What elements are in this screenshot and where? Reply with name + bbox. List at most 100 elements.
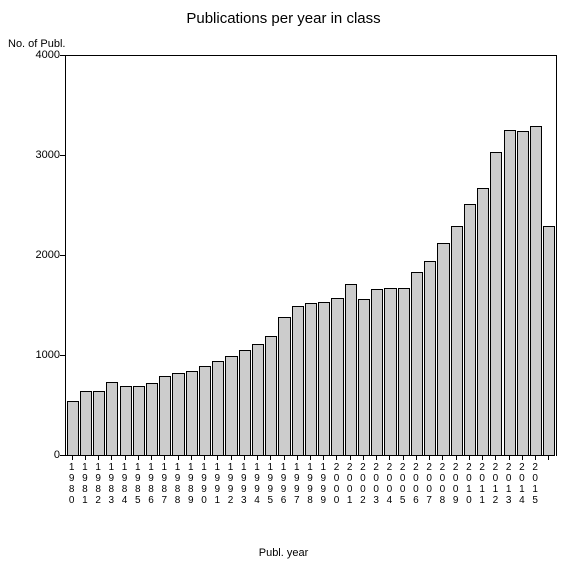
x-tick-label: 1980 bbox=[65, 462, 78, 506]
bar bbox=[278, 317, 290, 456]
x-tick bbox=[350, 455, 351, 460]
x-tick bbox=[403, 455, 404, 460]
x-tick bbox=[231, 455, 232, 460]
x-tick-label: 1999 bbox=[317, 462, 330, 506]
y-tick bbox=[60, 155, 65, 156]
x-tick-label: 1982 bbox=[91, 462, 104, 506]
x-tick-label: 2007 bbox=[423, 462, 436, 506]
bar bbox=[437, 243, 449, 456]
y-tick bbox=[60, 455, 65, 456]
x-tick bbox=[442, 455, 443, 460]
x-tick bbox=[257, 455, 258, 460]
y-tick bbox=[60, 55, 65, 56]
x-tick bbox=[111, 455, 112, 460]
x-tick bbox=[495, 455, 496, 460]
bar bbox=[464, 204, 476, 456]
x-tick-label: 1981 bbox=[78, 462, 91, 506]
x-tick-label: 2010 bbox=[462, 462, 475, 506]
bar bbox=[517, 131, 529, 456]
x-tick bbox=[178, 455, 179, 460]
bar bbox=[252, 344, 264, 456]
x-tick-label: 1993 bbox=[237, 462, 250, 506]
x-tick-label: 2012 bbox=[489, 462, 502, 506]
y-tick bbox=[60, 255, 65, 256]
plot-area bbox=[65, 55, 557, 456]
x-tick bbox=[151, 455, 152, 460]
x-tick bbox=[125, 455, 126, 460]
x-tick bbox=[376, 455, 377, 460]
x-tick-label: 2015 bbox=[529, 462, 542, 506]
bar bbox=[331, 298, 343, 456]
y-tick-label: 2000 bbox=[36, 249, 60, 261]
x-tick-label: 1985 bbox=[131, 462, 144, 506]
x-tick-label: 2001 bbox=[343, 462, 356, 506]
bar bbox=[133, 386, 145, 456]
bar bbox=[384, 288, 396, 456]
x-tick bbox=[217, 455, 218, 460]
x-tick bbox=[284, 455, 285, 460]
bar bbox=[212, 361, 224, 456]
x-tick-label: 1990 bbox=[197, 462, 210, 506]
y-tick bbox=[60, 355, 65, 356]
x-tick bbox=[535, 455, 536, 460]
bar bbox=[80, 391, 92, 456]
x-tick-label: 2011 bbox=[476, 462, 489, 506]
x-tick bbox=[72, 455, 73, 460]
x-tick-label: 2005 bbox=[396, 462, 409, 506]
x-tick bbox=[204, 455, 205, 460]
x-tick bbox=[297, 455, 298, 460]
chart-title: Publications per year in class bbox=[0, 10, 567, 27]
x-tick-label: 1989 bbox=[184, 462, 197, 506]
bar bbox=[186, 371, 198, 456]
x-tick-label: 1992 bbox=[224, 462, 237, 506]
x-tick bbox=[244, 455, 245, 460]
bar bbox=[398, 288, 410, 456]
bar bbox=[120, 386, 132, 456]
x-tick-label: 1986 bbox=[144, 462, 157, 506]
bar bbox=[345, 284, 357, 456]
x-tick bbox=[191, 455, 192, 460]
x-tick-label: 1988 bbox=[171, 462, 184, 506]
x-tick bbox=[363, 455, 364, 460]
x-tick-label: 2002 bbox=[356, 462, 369, 506]
bar bbox=[146, 383, 158, 456]
x-tick bbox=[389, 455, 390, 460]
x-tick-label: 1995 bbox=[264, 462, 277, 506]
x-tick bbox=[310, 455, 311, 460]
y-tick-label: 3000 bbox=[36, 149, 60, 161]
bar bbox=[106, 382, 118, 456]
bar bbox=[305, 303, 317, 456]
x-tick bbox=[416, 455, 417, 460]
bar bbox=[530, 126, 542, 456]
x-tick bbox=[469, 455, 470, 460]
x-tick-label: 2003 bbox=[370, 462, 383, 506]
x-tick-label: 1998 bbox=[303, 462, 316, 506]
bar bbox=[292, 306, 304, 456]
x-tick-label: 2014 bbox=[515, 462, 528, 506]
bar bbox=[477, 188, 489, 456]
x-tick-label: 1991 bbox=[211, 462, 224, 506]
bar bbox=[504, 130, 516, 456]
x-tick-label: 2009 bbox=[449, 462, 462, 506]
x-tick-label: 2004 bbox=[383, 462, 396, 506]
bar bbox=[93, 391, 105, 456]
y-tick-label: 0 bbox=[54, 449, 60, 461]
bar bbox=[67, 401, 79, 456]
x-tick-label: 2008 bbox=[436, 462, 449, 506]
bar bbox=[159, 376, 171, 456]
x-tick-label: 2000 bbox=[330, 462, 343, 506]
bar bbox=[265, 336, 277, 456]
x-axis-label: Publ. year bbox=[0, 547, 567, 559]
publications-chart: Publications per year in class No. of Pu… bbox=[0, 0, 567, 567]
x-tick bbox=[98, 455, 99, 460]
x-tick-label: 1994 bbox=[250, 462, 263, 506]
bar bbox=[411, 272, 423, 456]
y-tick-label: 1000 bbox=[36, 349, 60, 361]
x-tick bbox=[456, 455, 457, 460]
x-tick bbox=[138, 455, 139, 460]
x-tick bbox=[164, 455, 165, 460]
bar bbox=[172, 373, 184, 456]
x-tick-label: 2006 bbox=[409, 462, 422, 506]
x-tick bbox=[429, 455, 430, 460]
bar bbox=[358, 299, 370, 456]
